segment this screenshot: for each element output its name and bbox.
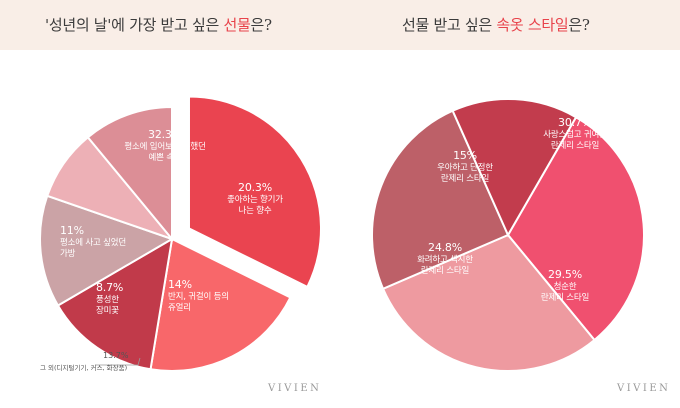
slice-value-2: 20.3% xyxy=(238,181,272,194)
leader-line xyxy=(95,357,141,366)
vivien-logo-right: VIVIEN xyxy=(617,383,671,394)
lingerie-pie-svg xyxy=(371,98,645,372)
chart-title-right: 선물 받고 싶은 속옷 스타일은? xyxy=(402,14,590,35)
pie-slice-3 xyxy=(56,237,174,371)
slice-label-2: 20.3% 좋아하는 향기가 나는 향수 xyxy=(210,180,300,217)
pie-slice-1 xyxy=(187,95,322,289)
pie-slice-2 xyxy=(381,233,596,372)
title-right-highlight: 속옷 스타일 xyxy=(496,16,569,34)
pie-slice-3 xyxy=(371,109,510,291)
slice-value-1: 32.3% xyxy=(148,128,182,141)
slice-label-5: 8.7% 풍성한 장미꽃 xyxy=(96,280,156,317)
slice-value-3: 24.8% xyxy=(428,241,462,254)
pie-slice-1 xyxy=(506,115,645,342)
slice-label-6: 11% 평소에 사고 싶었던 가방 xyxy=(60,223,160,260)
slice-text-2: 좋아하는 향기가 나는 향수 xyxy=(227,195,283,216)
slice-label-2: 29.5% 청순한 란제리 스타일 xyxy=(510,267,620,304)
pie-slice-6 xyxy=(86,105,173,242)
title-right-suffix: 은? xyxy=(568,16,590,34)
pie-slice-2 xyxy=(149,237,292,372)
slice-text-1: 평소에 입어보지 못했던 예쁜 속옷 xyxy=(124,142,206,163)
slice-label-3: 14% 반지, 귀걸이 등의 쥬얼리 xyxy=(168,277,278,314)
pie-slice-4 xyxy=(451,98,578,238)
slice-value-1: 30.7% xyxy=(558,116,592,129)
gift-pie-svg xyxy=(39,95,322,372)
header-band: '성년의 날'에 가장 받고 싶은 선물은? 선물 받고 싶은 속옷 스타일은? xyxy=(0,0,680,50)
slice-text-5: 풍성한 장미꽃 xyxy=(96,295,119,316)
slice-value-6: 11% xyxy=(60,224,84,237)
pie-slice-4 xyxy=(39,194,175,307)
slice-label-4: 15% 우아하고 단정한 란제리 스타일 xyxy=(420,148,510,185)
slice-label-1: 30.7% 사랑스럽고 귀여운 란제리 스타일 xyxy=(520,115,630,152)
slice-value-2: 29.5% xyxy=(548,268,582,281)
title-left-text: '성년의 날'에 가장 받고 싶은 xyxy=(45,16,224,34)
slice-label-1: 32.3% 평소에 입어보지 못했던 예쁜 속옷 xyxy=(105,127,225,164)
slice-label-3: 24.8% 화려하고 섹시한 란제리 스타일 xyxy=(390,240,500,277)
slice-text-1: 사랑스럽고 귀여운 란제리 스타일 xyxy=(543,130,607,151)
vivien-logo-left: VIVIEN xyxy=(268,383,322,394)
slice-text-3: 화려하고 섹시한 란제리 스타일 xyxy=(417,255,473,276)
title-left-highlight: 선물 xyxy=(223,16,251,34)
slice-value-5: 8.7% xyxy=(96,281,124,294)
slice-label-4: 그 외(디지털기기, 커스, 화장품) xyxy=(40,364,128,372)
slice-value-4: 15% xyxy=(453,149,477,162)
chart-title-left: '성년의 날'에 가장 받고 싶은 선물은? xyxy=(45,14,272,35)
slice-value-3: 14% xyxy=(168,278,192,291)
lingerie-pie-chart: 30.7% 사랑스럽고 귀여운 란제리 스타일 29.5% 청순한 란제리 스타일 24… xyxy=(340,55,680,408)
slice-text-3: 반지, 귀걸이 등의 쥬얼리 xyxy=(168,292,229,313)
slice-value-4: 13.7% xyxy=(103,351,129,360)
slice-text-2: 청순한 란제리 스타일 xyxy=(540,282,590,303)
title-left-suffix: 은? xyxy=(250,16,273,34)
slice-text-6: 평소에 사고 싶었던 가방 xyxy=(60,238,126,259)
slice-text-4: 우아하고 단정한 란제리 스타일 xyxy=(437,163,493,184)
gift-pie-chart: 32.3% 평소에 입어보지 못했던 예쁜 속옷 20.3% 좋아하는 향기가 나는 … xyxy=(0,55,340,408)
title-right-text: 선물 받고 싶은 xyxy=(402,16,497,34)
